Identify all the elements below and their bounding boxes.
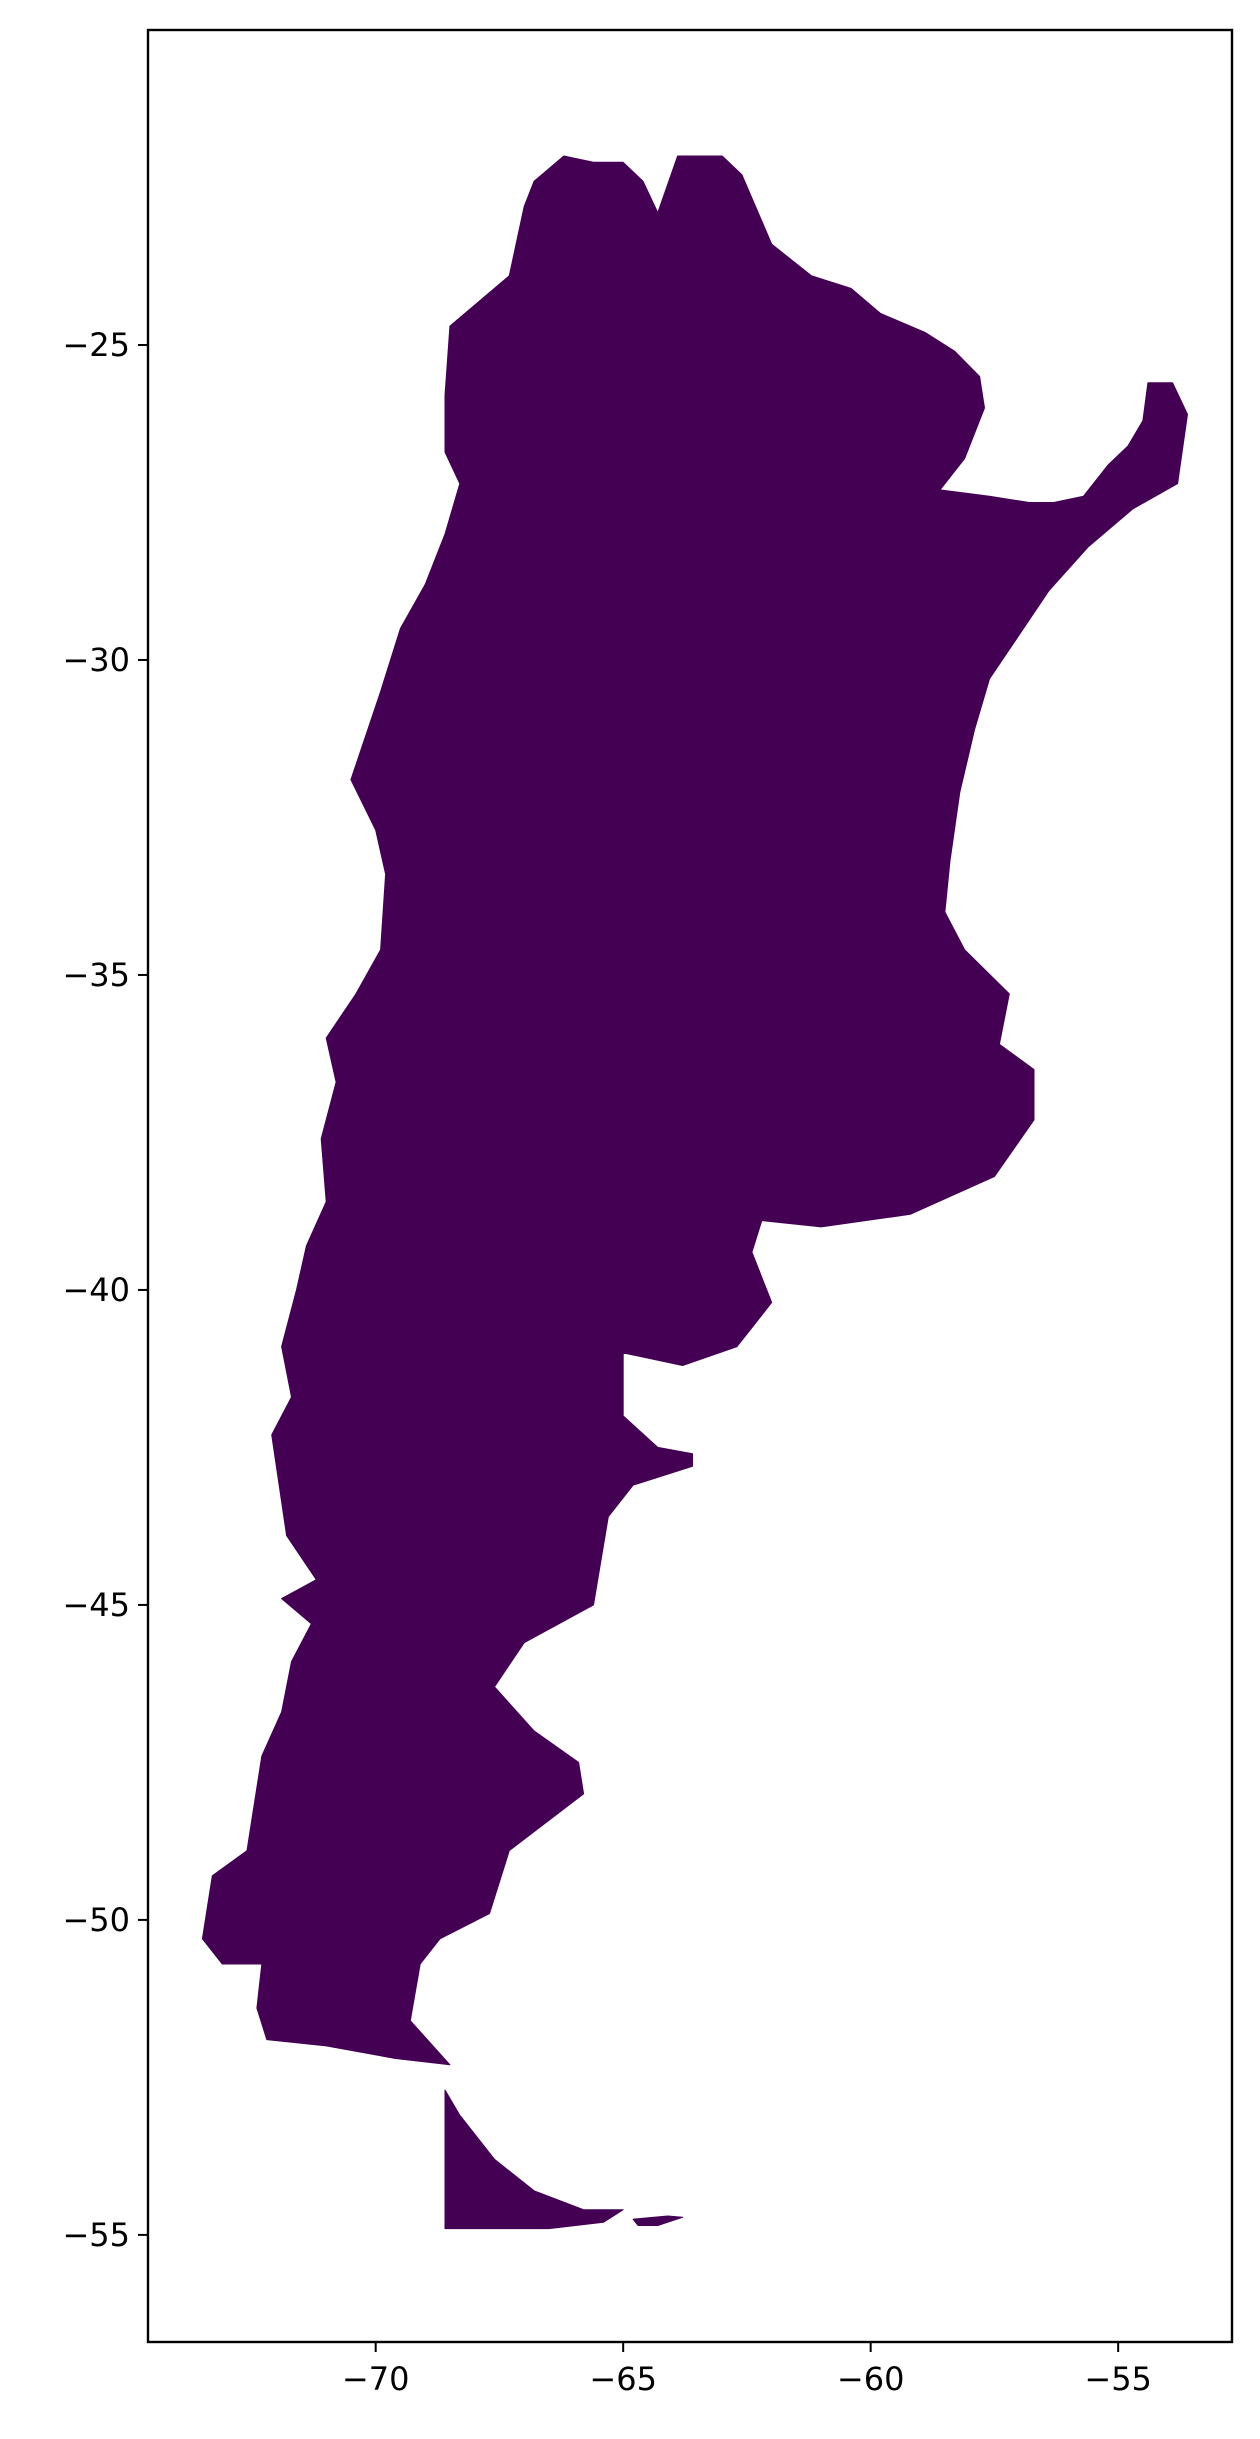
y-tick-label: −40 xyxy=(62,1271,130,1309)
plot-frame xyxy=(146,28,1234,2344)
y-tick-label: −25 xyxy=(62,326,130,364)
region-mainland xyxy=(201,155,1188,2066)
x-tick-label: −70 xyxy=(342,2360,410,2398)
x-tick-label: −55 xyxy=(1084,2360,1152,2398)
y-tick-label: −45 xyxy=(62,1586,130,1624)
x-tick-label: −65 xyxy=(589,2360,657,2398)
region-tierra-del-fuego xyxy=(444,2089,624,2230)
regions-layer xyxy=(201,155,1188,2230)
y-tick-label: −55 xyxy=(62,2216,130,2254)
x-axis: −70 −65 −60 −55 xyxy=(342,2342,1152,2398)
x-tick-label: −60 xyxy=(837,2360,905,2398)
y-tick-label: −50 xyxy=(62,1901,130,1939)
y-tick-label: −35 xyxy=(62,956,130,994)
y-axis: −25 −30 −35 −40 −45 −50 −55 xyxy=(62,326,148,2254)
y-tick-label: −30 xyxy=(62,641,130,679)
region-isla-de-los-estados xyxy=(632,2215,684,2226)
